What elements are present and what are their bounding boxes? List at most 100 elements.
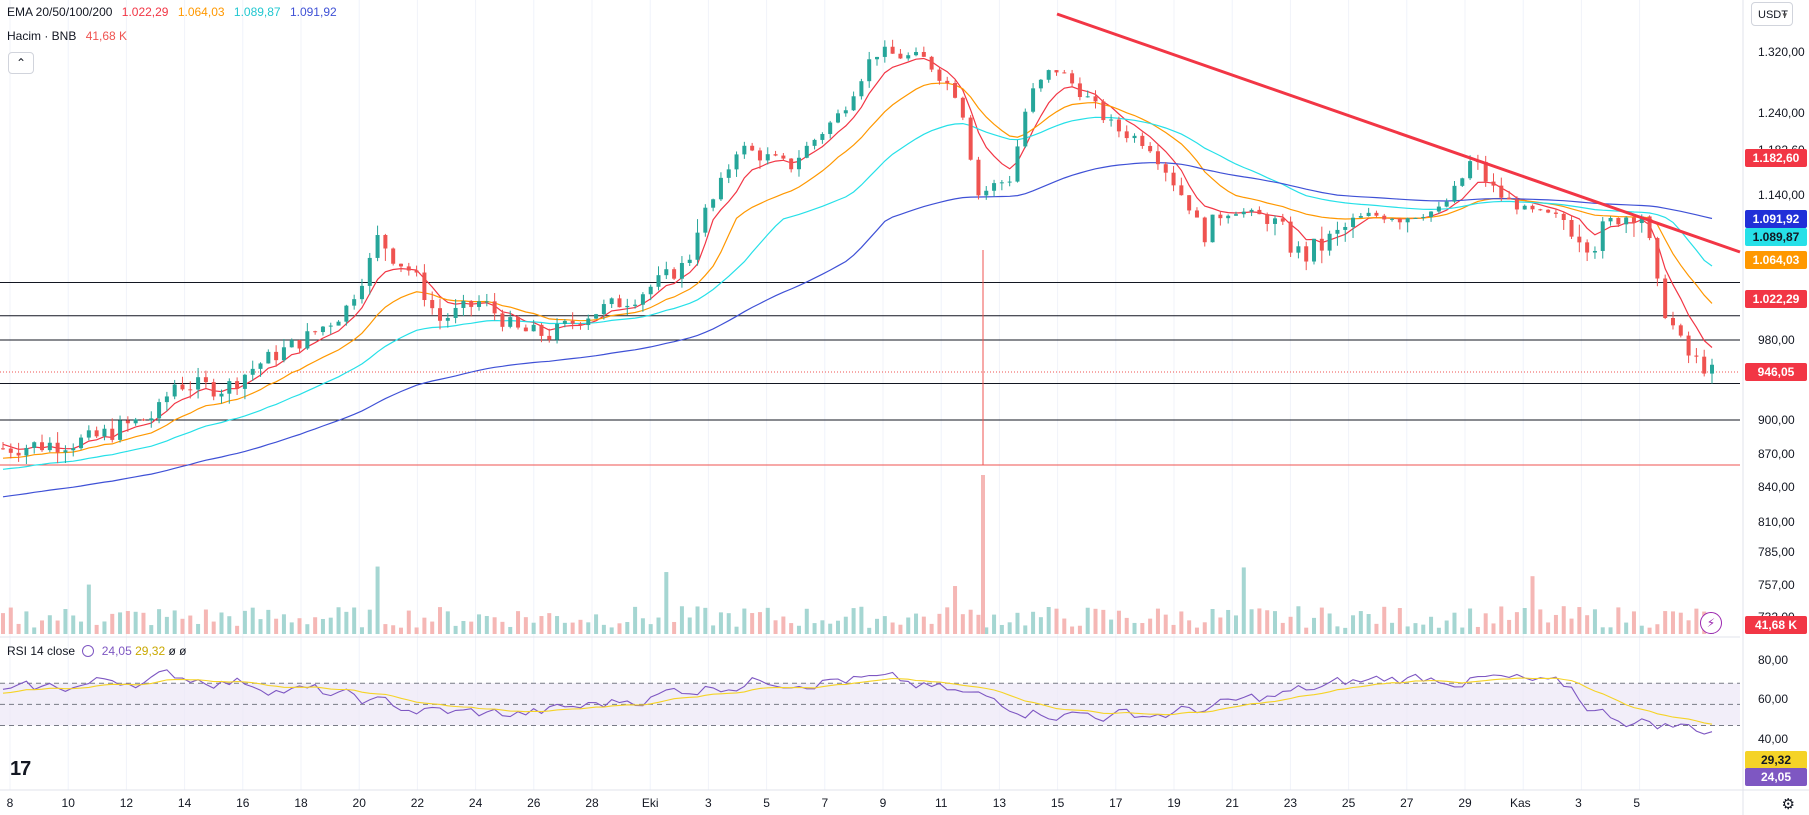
time-tick-label: 14 <box>178 796 192 810</box>
volume-bar <box>781 616 786 634</box>
candle-body <box>1 448 5 450</box>
candle-body <box>422 272 427 301</box>
volume-bar <box>1577 607 1582 634</box>
time-axis: 8 10 12 14 16 18 20 22 24 26 28 Eki 3 5 7 9 11 13 15 17 19 21… <box>7 796 1641 810</box>
candle-body <box>188 389 193 391</box>
badge-ema50: 1.064,03 <box>1753 253 1800 267</box>
badge-rsi: 24,05 <box>1761 770 1791 784</box>
volume-bar <box>1413 623 1418 634</box>
volume-bar <box>812 623 817 634</box>
volume-bar <box>359 627 364 634</box>
candle-body <box>383 235 388 249</box>
volume-legend-value: 41,68 K <box>85 29 128 43</box>
volume-bar <box>1507 619 1512 634</box>
candle-body <box>1249 209 1254 212</box>
candle-body <box>1663 278 1668 319</box>
candle-body <box>1093 96 1098 102</box>
candle-body <box>118 420 123 440</box>
candle-body <box>609 298 614 305</box>
candle-body <box>313 331 318 333</box>
settings-gear-icon[interactable]: ⚙ <box>1781 796 1795 813</box>
candle-body <box>445 317 450 321</box>
volume-bar <box>1343 627 1348 634</box>
candle-body <box>63 450 68 453</box>
volume-bar <box>1085 607 1090 634</box>
volume-bar <box>570 622 575 634</box>
candle-body <box>320 326 325 333</box>
volume-bar <box>796 625 801 634</box>
collapse-legend-button[interactable]: ⌃ <box>8 52 34 74</box>
price-tick-label: 900,00 <box>1758 413 1795 427</box>
candle-body <box>523 327 528 332</box>
volume-bar <box>835 620 840 634</box>
volume-bar <box>1585 615 1590 634</box>
volume-bar <box>1218 617 1223 634</box>
time-tick-label: 16 <box>236 796 250 810</box>
volume-bar <box>453 625 458 634</box>
candle-body <box>882 46 887 57</box>
volume-bar <box>929 623 934 634</box>
currency-select[interactable]: USDT ▾ <box>1751 2 1793 26</box>
candles <box>1 39 1714 465</box>
time-tick-label: 28 <box>585 796 599 810</box>
candle-body <box>1194 210 1199 218</box>
candle-body <box>1343 226 1348 230</box>
volume-bar <box>882 616 887 634</box>
candle-body <box>8 448 13 453</box>
volume-bar <box>1062 618 1067 634</box>
price-tick-label: 1.140,00 <box>1758 188 1805 202</box>
volume-bar <box>1569 618 1574 634</box>
volume-bar <box>196 623 201 634</box>
volume-bar <box>508 626 513 634</box>
candle-body <box>438 308 443 321</box>
rsi-value: 24,05 <box>101 644 132 658</box>
volume-bar <box>851 608 856 634</box>
candle-body <box>984 190 989 196</box>
volume-bar <box>1483 613 1488 634</box>
candle-body <box>125 420 130 424</box>
volume-bar <box>1639 625 1644 634</box>
volume-bar <box>1148 618 1153 634</box>
volume-bar <box>1265 610 1270 634</box>
rsi-settings-icon[interactable] <box>82 645 95 657</box>
time-tick-label: 11 <box>935 796 948 810</box>
volume-bar <box>149 625 154 634</box>
candle-body <box>734 154 739 170</box>
volume-bar <box>992 614 997 634</box>
candle-body <box>1694 355 1699 357</box>
candle-body <box>781 155 786 159</box>
ema-legend-label: EMA 20/50/100/200 <box>7 5 113 19</box>
volume-bar <box>1187 620 1192 634</box>
candle-body <box>1678 325 1683 336</box>
volume-bar <box>281 614 286 634</box>
candle-body <box>47 442 52 451</box>
volume-bar <box>765 607 770 634</box>
volume-bar <box>1272 611 1277 634</box>
candle-body <box>1070 73 1075 84</box>
price-axis: 1.320,001.240,001.182,601.140,00980,0090… <box>1758 45 1805 785</box>
badge-volume: 41,68 K <box>1755 618 1797 632</box>
volume-bar <box>1140 623 1145 634</box>
volume-bar <box>757 612 762 634</box>
candle-body <box>547 335 552 340</box>
volume-bar <box>211 621 216 634</box>
volume-bar <box>352 607 357 634</box>
candle-body <box>843 110 848 114</box>
volume-bar <box>789 623 794 634</box>
lightning-icon[interactable]: ⚡ <box>1700 612 1722 634</box>
time-tick-label: 21 <box>1226 796 1240 810</box>
volume-bar <box>227 616 232 634</box>
volume-bar <box>94 624 99 634</box>
price-tick-label: 840,00 <box>1758 480 1795 494</box>
volume-bar <box>79 621 84 634</box>
volume-bar <box>1530 576 1535 634</box>
ema100-value: 1.089,87 <box>233 5 281 19</box>
candle-body <box>1351 217 1356 227</box>
volume-bar <box>1390 622 1395 634</box>
candle-body <box>86 430 91 438</box>
candle-body <box>1592 250 1597 253</box>
candle-body <box>258 363 263 369</box>
volume-bar <box>1179 611 1184 634</box>
candle-body <box>1421 216 1426 218</box>
